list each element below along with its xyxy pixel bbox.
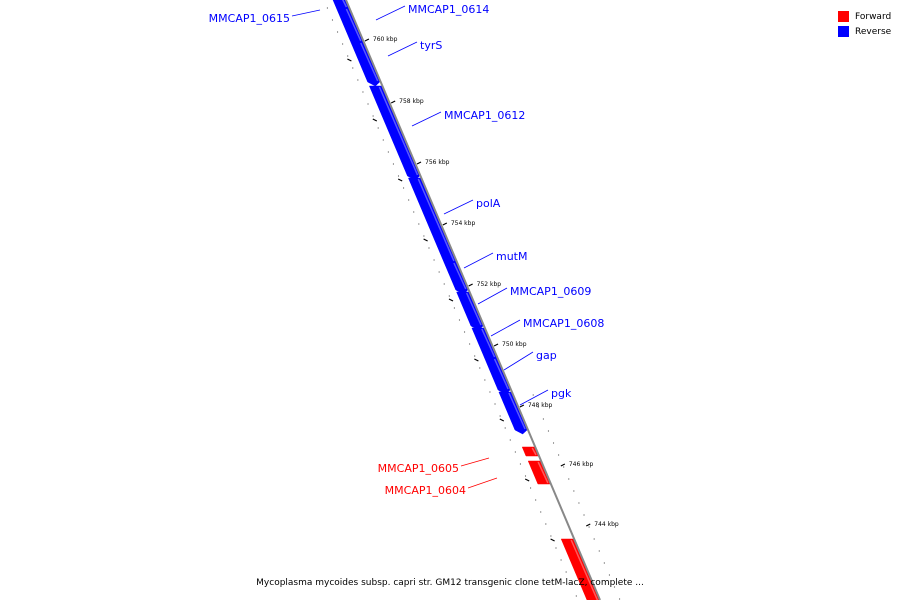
gene-pola-highlight	[417, 178, 455, 262]
gene-mmcap1-0608-leader-line	[490, 319, 521, 337]
gene-mmcap1-0609-highlight	[465, 292, 482, 326]
gene-tyrs-highlight	[360, 42, 379, 82]
gene-mmcap1-0609-leader-line	[477, 287, 508, 305]
gene-mutm-leader-line	[463, 252, 494, 269]
legend-item-forward: Forward	[838, 9, 891, 24]
gene-tyrs-label: tyrS	[420, 39, 442, 52]
kbp-label-750-kbp: 750 kbp	[502, 341, 527, 348]
kbp-tick-754-kbp	[442, 222, 448, 226]
kbp-tick-756-kbp	[416, 161, 422, 165]
legend-reverse-label: Reverse	[855, 26, 892, 37]
gene-mmcap1-0605-leader-line	[460, 457, 490, 467]
kbp-tick-752-kbp	[468, 283, 473, 287]
gene-tyrs-arrow	[350, 41, 380, 87]
gene-mmcap1-0604-leader-line	[467, 477, 498, 489]
feature-layer	[332, 0, 600, 600]
sequence-caption: Mycoplasma mycoides subsp. capri str. GM…	[256, 578, 644, 588]
kbp-label-754-kbp: 754 kbp	[451, 220, 476, 227]
gene-mmcap1-0604-label: MMCAP1_0604	[385, 484, 466, 497]
gene-mmcap1-0605-label: MMCAP1_0605	[378, 462, 459, 475]
gene-pola-leader-line	[443, 199, 474, 215]
gene-pola-label: polA	[476, 197, 501, 210]
gene-pgk-arrow	[498, 391, 528, 435]
gene-mmcap1-0615-highlight	[342, 0, 348, 8]
gene-mmcap1-0612-leader-line	[411, 111, 442, 127]
label-layer: 760 kbp 758 kbp 756 kbp 754 kbp 752 kbp 750 k…	[209, 3, 619, 528]
kbp-label-744-kbp: 744 kbp	[594, 521, 619, 528]
legend: Forward Reverse	[838, 9, 891, 39]
gene-mutm-highlight	[453, 262, 467, 290]
kbp-label-758-kbp: 758 kbp	[399, 98, 424, 105]
gene-tyrs-leader-line	[387, 41, 418, 57]
gene-gap-highlight	[493, 358, 509, 390]
gene-mmcap1-0615-leader-line	[291, 9, 321, 17]
gene-mmcap1-0608-label: MMCAP1_0608	[523, 317, 604, 330]
forward-swatch	[838, 11, 849, 22]
gene-mmcap1-0614-highlight	[345, 8, 362, 42]
gene-pgk-highlight	[508, 392, 526, 430]
kbp-label-756-kbp: 756 kbp	[425, 159, 450, 166]
kbp-label-752-kbp: 752 kbp	[477, 281, 502, 288]
gene-pgk-leader-line	[519, 389, 549, 406]
gene-mmcap1-0609-label: MMCAP1_0609	[510, 285, 591, 298]
gene-pgk-label: pgk	[551, 387, 572, 400]
gene-gap-label: gap	[536, 349, 557, 362]
gene-feature-12-highlight	[570, 539, 599, 600]
gene-mmcap1-0615-label: MMCAP1_0615	[209, 12, 290, 25]
reverse-swatch	[838, 26, 849, 37]
gene-pola-arrow	[408, 177, 457, 267]
sequence-backbone	[345, 0, 601, 600]
kbp-tick-758-kbp	[390, 100, 396, 104]
gene-mmcap1-0614-arrow	[336, 7, 364, 47]
gene-mmcap1-0605-highlight	[531, 447, 537, 456]
gene-mutm-label: mutM	[496, 250, 528, 263]
gene-feature-12-arrow	[560, 538, 600, 600]
gene-mmcap1-0608-highlight	[481, 328, 496, 358]
gene-mmcap1-0612-label: MMCAP1_0612	[444, 109, 525, 122]
gene-mmcap1-0612-highlight	[378, 86, 419, 176]
kbp-label-748-kbp: 748 kbp	[528, 402, 553, 409]
gene-mmcap1-0614-leader-line	[375, 5, 406, 21]
kbp-tick-750-kbp	[493, 343, 499, 347]
kbp-tick-748-kbp	[519, 404, 525, 408]
legend-forward-label: Forward	[855, 11, 892, 22]
kbp-tick-760-kbp	[364, 38, 370, 42]
gene-gap-leader-line	[503, 351, 534, 371]
gene-mmcap1-0604-highlight	[537, 461, 549, 484]
kbp-tick-746-kbp	[560, 463, 566, 467]
gene-mmcap1-0609-arrow	[456, 291, 484, 331]
kbp-label-760-kbp: 760 kbp	[373, 36, 398, 43]
legend-item-reverse: Reverse	[838, 24, 891, 39]
gene-mmcap1-0614-label: MMCAP1_0614	[408, 3, 489, 16]
kbp-label-746-kbp: 746 kbp	[569, 461, 594, 468]
tick-layer	[326, 7, 621, 600]
kbp-tick-744-kbp	[585, 523, 591, 527]
